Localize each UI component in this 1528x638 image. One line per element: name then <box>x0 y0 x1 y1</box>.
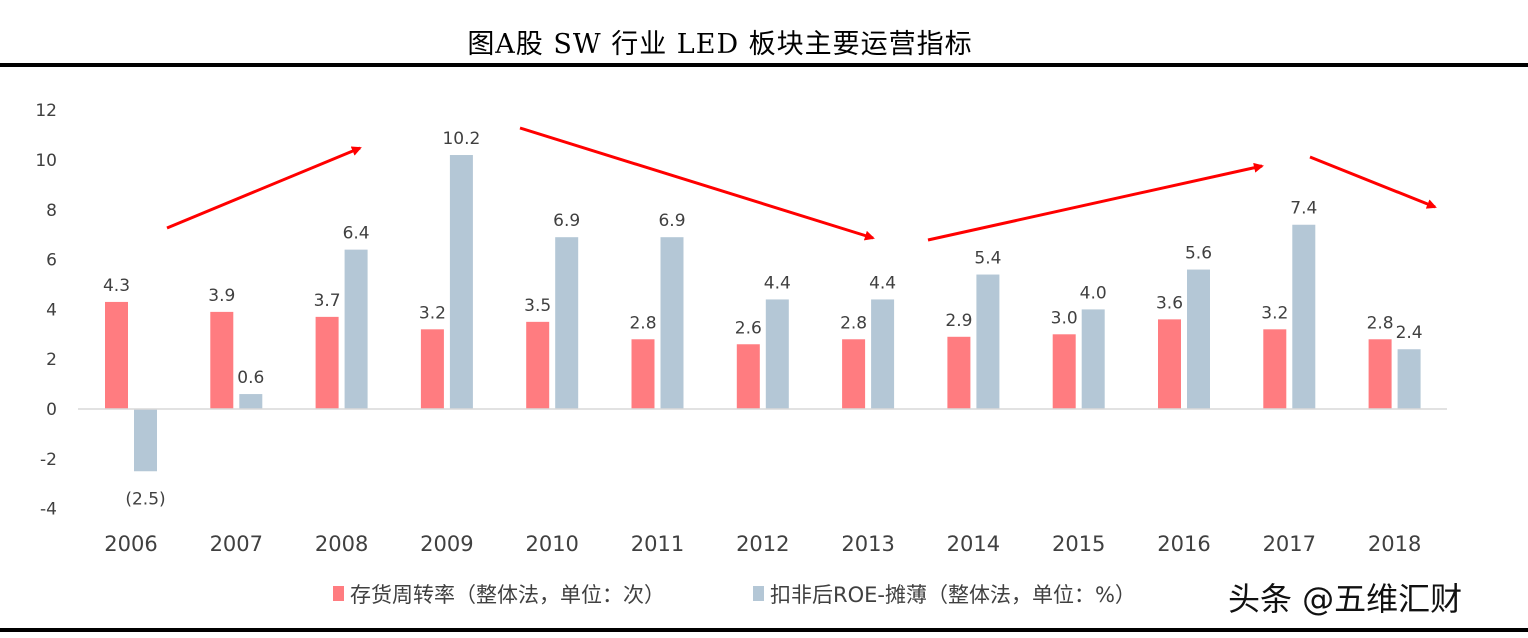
watermark: 头条 @五维汇财 <box>1228 580 1462 618</box>
data-label: 2.8 <box>1367 313 1394 333</box>
bar-inventory-turnover <box>1052 334 1076 409</box>
x-tick-label: 2017 <box>1263 532 1316 556</box>
data-label: 3.2 <box>419 303 446 323</box>
bar-roe <box>871 299 895 409</box>
bar-roe <box>134 409 157 472</box>
x-tick-label: 2018 <box>1368 532 1421 556</box>
bar-roe <box>1081 309 1105 409</box>
data-label: 3.6 <box>1156 293 1183 313</box>
bar-inventory-turnover <box>315 316 339 409</box>
x-tick-label: 2012 <box>736 532 789 556</box>
x-tick-label: 2007 <box>210 532 263 556</box>
data-label: 3.2 <box>1261 303 1288 323</box>
trend-arrow <box>1309 155 1437 209</box>
data-label: 4.3 <box>103 276 130 296</box>
y-tick-label: 4 <box>46 300 57 320</box>
bar-inventory-turnover <box>105 301 128 409</box>
bar-inventory-turnover <box>842 339 866 409</box>
legend-label-inventory-turnover: 存货周转率（整体法，单位：次） <box>350 583 665 607</box>
bar-inventory-turnover <box>420 329 444 409</box>
x-tick-label: 2014 <box>947 532 1000 556</box>
data-label: 4.0 <box>1080 283 1107 303</box>
data-label: 3.9 <box>208 286 235 306</box>
y-tick-label: -2 <box>40 450 57 470</box>
x-tick-label: 2013 <box>841 532 894 556</box>
bar-inventory-turnover <box>1368 339 1392 409</box>
top-rule <box>0 63 1528 67</box>
x-tick-label: 2011 <box>631 532 684 556</box>
legend-swatch-inventory-turnover <box>333 586 344 601</box>
data-label: 5.4 <box>974 249 1001 269</box>
bar-roe <box>765 299 789 409</box>
y-tick-label: 2 <box>46 350 57 370</box>
bottom-rule <box>0 628 1528 632</box>
data-label: 5.6 <box>1185 244 1212 264</box>
trend-arrow <box>166 146 362 230</box>
bar-roe <box>1187 269 1210 409</box>
y-tick-label: -4 <box>40 500 57 520</box>
data-label: (2.5) <box>125 489 165 509</box>
data-label: 3.7 <box>314 291 341 311</box>
bar-roe <box>1292 224 1316 409</box>
x-tick-label: 2015 <box>1052 532 1105 556</box>
legend-label-roe: 扣非后ROE-摊薄（整体法，单位：%） <box>770 583 1136 607</box>
x-tick-label: 2016 <box>1157 532 1210 556</box>
data-label: 3.5 <box>524 296 551 316</box>
x-tick-label: 2008 <box>315 532 368 556</box>
legend-swatch-roe <box>753 586 764 601</box>
x-tick-label: 2009 <box>420 532 473 556</box>
bar-inventory-turnover <box>210 311 234 409</box>
bar-inventory-turnover <box>736 344 760 409</box>
y-tick-label: 12 <box>35 101 57 121</box>
bar-roe <box>660 237 684 409</box>
trend-arrow <box>519 126 875 241</box>
data-label: 3.0 <box>1051 308 1078 328</box>
data-label: 6.9 <box>553 211 580 231</box>
bar-roe <box>239 394 263 409</box>
y-tick-label: 8 <box>46 201 57 221</box>
data-label: 7.4 <box>1290 199 1317 219</box>
data-label: 2.8 <box>840 313 867 333</box>
bar-roe <box>976 274 1000 409</box>
data-label: 2.8 <box>629 313 656 333</box>
bar-inventory-turnover <box>1158 319 1181 409</box>
bar-inventory-turnover <box>631 339 655 409</box>
y-tick-label: 6 <box>46 251 57 271</box>
y-tick-label: 10 <box>35 151 57 171</box>
data-label: 4.4 <box>869 273 896 293</box>
data-label: 6.9 <box>658 211 685 231</box>
data-label: 2.9 <box>945 311 972 331</box>
x-tick-label: 2006 <box>104 532 157 556</box>
data-label: 2.6 <box>735 318 762 338</box>
bar-roe <box>449 155 473 409</box>
data-label: 10.2 <box>442 129 480 149</box>
chart-title: 图A股 SW 行业 LED 板块主要运营指标 <box>467 29 973 60</box>
bar-roe <box>1397 349 1421 409</box>
y-tick-label: 0 <box>46 400 57 420</box>
bar-inventory-turnover <box>947 336 971 409</box>
bar-inventory-turnover <box>526 321 550 409</box>
x-tick-label: 2010 <box>525 532 578 556</box>
bar-inventory-turnover <box>1263 329 1287 409</box>
bar-roe <box>555 237 579 409</box>
trend-arrow <box>927 162 1264 242</box>
data-label: 4.4 <box>764 273 791 293</box>
data-label: 6.4 <box>343 224 370 244</box>
data-label: 2.4 <box>1396 323 1423 343</box>
data-label: 0.6 <box>237 368 264 388</box>
bar-roe <box>344 249 368 409</box>
